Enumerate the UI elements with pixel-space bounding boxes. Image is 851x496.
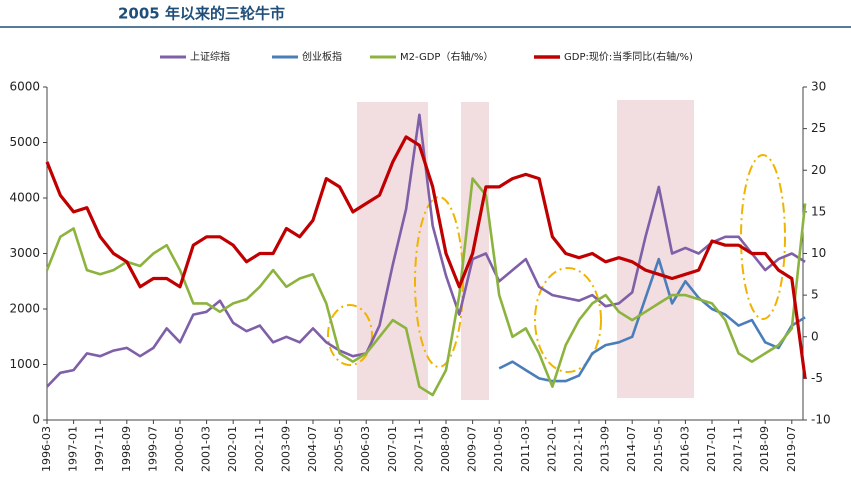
x-tick-label: 2002-11	[253, 426, 266, 472]
x-tick-label: 2005-05	[333, 426, 346, 472]
x-tick-label: 2012-01	[545, 426, 558, 472]
x-tick-label: 2015-05	[652, 426, 665, 472]
x-tick-label: 2007-01	[386, 426, 399, 472]
highlight-ellipse	[740, 154, 786, 320]
highlight-ellipse	[534, 267, 602, 373]
y2-tick-label: 20	[811, 163, 826, 177]
x-tick-label: 2010-05	[492, 426, 505, 472]
y2-tick-label: 15	[811, 204, 826, 218]
y2-tick-label: 30	[811, 80, 826, 94]
x-tick-label: 2009-07	[466, 426, 479, 472]
y2-tick-label: 0	[811, 329, 819, 343]
x-tick-label: 2013-09	[599, 426, 612, 472]
legend-label: GDP:现价:当季同比(右轴/%)	[564, 50, 693, 63]
legend-label: 上证综指	[190, 50, 230, 63]
x-tick-label: 2008-09	[439, 426, 452, 472]
legend-label: 创业板指	[302, 50, 342, 63]
x-tick-label: 1997-01	[67, 426, 80, 472]
x-tick-label: 1999-07	[146, 426, 159, 472]
x-tick-label: 2014-07	[625, 426, 638, 472]
x-tick-label: 1997-11	[93, 426, 106, 472]
highlight-ellipse	[327, 304, 373, 366]
series-line	[45, 177, 807, 397]
y-tick-label: 1000	[9, 357, 40, 371]
x-tick-label: 2017-11	[732, 426, 745, 472]
highlight-ellipse	[414, 196, 464, 368]
x-tick-label: 2003-09	[279, 426, 292, 472]
x-tick-label: 1998-09	[120, 426, 133, 472]
y-tick-label: 4000	[9, 191, 40, 205]
y2-tick-label: 5	[811, 288, 819, 302]
x-tick-label: 1996-03	[40, 426, 53, 472]
x-tick-label: 2016-03	[678, 426, 691, 472]
x-tick-label: 2004-07	[306, 426, 319, 472]
x-tick-label: 2017-01	[705, 426, 718, 472]
x-tick-label: 2012-11	[572, 426, 585, 472]
y2-tick-label: 25	[811, 121, 826, 135]
y-tick-label: 3000	[9, 246, 40, 260]
x-tick-label: 2006-03	[359, 426, 372, 472]
x-tick-label: 2019-07	[785, 426, 798, 472]
legend-label: M2-GDP（右轴/%）	[400, 50, 493, 63]
chart-title: 2005 年以来的三轮牛市	[118, 5, 285, 23]
x-tick-label: 2011-03	[519, 426, 532, 472]
shaded-periods	[357, 100, 694, 400]
y-tick-label: 0	[32, 413, 40, 427]
x-tick-label: 2002-01	[226, 426, 239, 472]
y2-tick-label: -10	[811, 413, 831, 427]
x-tick-label: 2007-11	[412, 426, 425, 472]
x-tick-label: 2001-03	[200, 426, 213, 472]
bull-period	[461, 102, 489, 400]
y-tick-label: 5000	[9, 135, 40, 149]
y-tick-label: 6000	[9, 80, 40, 94]
series-line	[45, 135, 807, 379]
x-tick-label: 2018-09	[758, 426, 771, 472]
x-tick-label: 2000-05	[173, 426, 186, 472]
y-tick-label: 2000	[9, 302, 40, 316]
y2-tick-label: -5	[811, 371, 823, 385]
y2-tick-label: 10	[811, 246, 826, 260]
